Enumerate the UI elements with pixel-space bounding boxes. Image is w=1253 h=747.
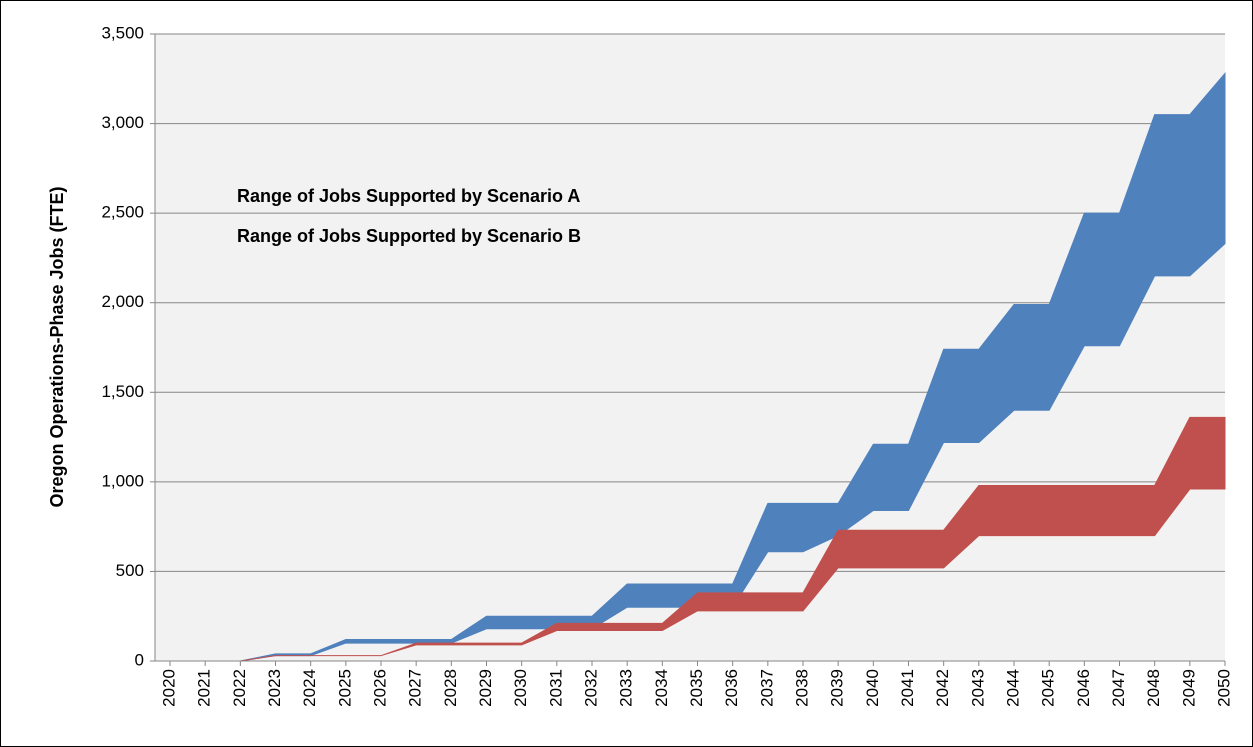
x-tick-label: 2024 [300, 669, 319, 707]
x-tick-label: 2029 [476, 669, 495, 707]
x-tick-label: 2037 [757, 669, 776, 707]
x-tick-label: 2043 [968, 669, 987, 707]
x-tick-label: 2022 [230, 669, 249, 707]
y-tick-label: 2,500 [101, 203, 144, 222]
x-tick-label: 2044 [1003, 669, 1022, 707]
x-tick-label: 2039 [828, 669, 847, 707]
x-tick-label: 2045 [1039, 669, 1058, 707]
y-tick-label: 2,000 [101, 292, 144, 311]
x-tick-label: 2034 [652, 669, 671, 707]
x-tick-label: 2032 [581, 669, 600, 707]
y-tick-label: 0 [135, 650, 144, 669]
x-tick-label: 2021 [195, 669, 214, 707]
y-tick-label: 3,000 [101, 113, 144, 132]
x-tick-label: 2046 [1074, 669, 1093, 707]
x-tick-label: 2023 [265, 669, 284, 707]
x-tick-label: 2028 [441, 669, 460, 707]
x-tick-label: 2033 [617, 669, 636, 707]
y-tick-label: 1,000 [101, 471, 144, 490]
x-tick-label: 2048 [1144, 669, 1163, 707]
y-axis-label: Oregon Operations-Phase Jobs (FTE) [47, 186, 67, 507]
y-tick-label: 500 [116, 561, 144, 580]
x-tick-label: 2031 [546, 669, 565, 707]
legend-label: Range of Jobs Supported by Scenario B [237, 226, 581, 246]
x-tick-label: 2030 [511, 669, 530, 707]
x-tick-label: 2038 [792, 669, 811, 707]
x-tick-label: 2027 [406, 669, 425, 707]
x-tick-label: 2025 [335, 669, 354, 707]
x-tick-label: 2040 [863, 669, 882, 707]
y-tick-label: 1,500 [101, 382, 144, 401]
x-tick-label: 2036 [722, 669, 741, 707]
x-tick-label: 2026 [370, 669, 389, 707]
range-band [170, 72, 1226, 662]
range-band [170, 416, 1226, 662]
x-tick-label: 2049 [1179, 669, 1198, 707]
x-tick-label: 2050 [1214, 669, 1233, 707]
x-tick-label: 2020 [159, 669, 178, 707]
x-tick-label: 2035 [687, 669, 706, 707]
x-tick-label: 2047 [1109, 669, 1128, 707]
y-tick-label: 3,500 [101, 23, 144, 42]
x-tick-label: 2042 [933, 669, 952, 707]
legend-label: Range of Jobs Supported by Scenario A [237, 186, 580, 206]
x-tick-label: 2041 [898, 669, 917, 707]
